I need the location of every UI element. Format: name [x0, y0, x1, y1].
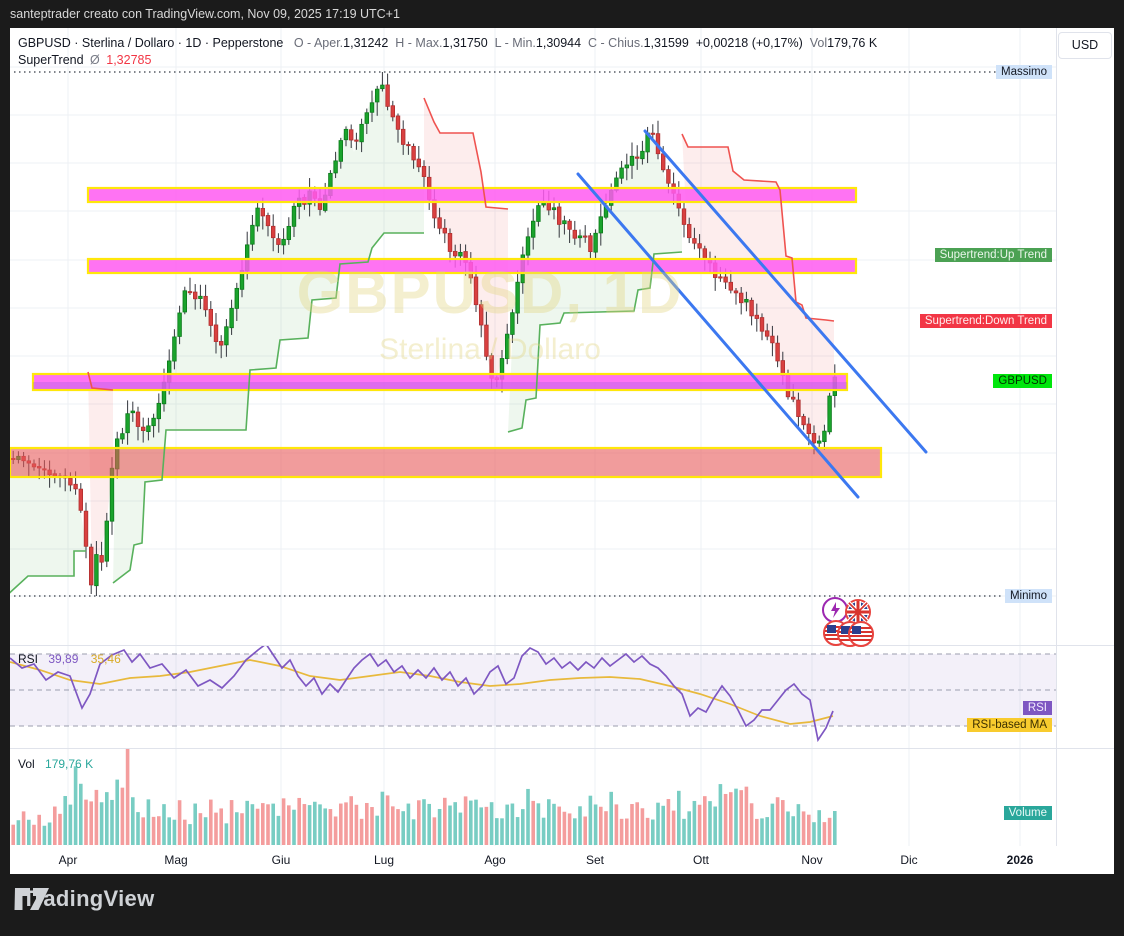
volume-legend-row[interactable]: Vol 179,76 K — [18, 757, 93, 771]
footer-bar: TradingView — [0, 874, 1124, 936]
vol-name: Vol — [18, 757, 35, 771]
rsi-pane-separator[interactable] — [10, 645, 1114, 646]
chart-label-rsi: RSI — [1022, 701, 1052, 715]
chart-label-stup: Supertrend:Up Trend — [934, 248, 1052, 262]
close-label: C - Chius. — [588, 36, 644, 50]
change-value: +0,00218 (+0,17%) — [695, 36, 803, 50]
rsi-value: 39,89 — [48, 652, 79, 666]
volume-value: 179,76 K — [827, 36, 878, 50]
low-value: 1,30944 — [535, 36, 582, 50]
rsi-ma-value: 35,46 — [90, 652, 121, 666]
open-label: O - Aper. — [293, 36, 344, 50]
axis-separator — [1056, 28, 1057, 874]
time-label-ott: Ott — [692, 853, 710, 867]
chart-label-last: GBPUSD — [993, 374, 1052, 388]
main-price-pane[interactable] — [10, 28, 1056, 645]
chart-label-rsima: RSI-based MA — [967, 718, 1052, 732]
high-value: 1,31750 — [442, 36, 488, 50]
supertrend-value: 1,32785 — [106, 53, 152, 67]
volume-pane[interactable] — [10, 748, 1056, 846]
time-label-mag: Mag — [164, 853, 188, 867]
symbol-legend-row[interactable]: GBPUSD · Sterlina / Dollaro · 1D · Peppe… — [18, 36, 877, 50]
currency-toggle-button[interactable]: USD — [1058, 32, 1112, 59]
time-label-set: Set — [585, 853, 605, 867]
tradingview-logo-icon — [14, 888, 49, 910]
time-label-apr: Apr — [58, 853, 78, 867]
chart-label-stdn: Supertrend:Down Trend — [919, 314, 1052, 328]
open-value: 1,31242 — [343, 36, 389, 50]
volume-label: Vol — [809, 36, 828, 50]
chart-label-vol: Volume — [1003, 806, 1052, 820]
time-label-dic: Dic — [900, 853, 918, 867]
chart-label-hilow: Minimo — [1004, 589, 1052, 603]
low-label: L - Min. — [494, 36, 536, 50]
time-label-lug: Lug — [373, 853, 395, 867]
rsi-legend-row[interactable]: RSI 39,89 35,46 — [18, 652, 121, 666]
tradingview-logo[interactable]: TradingView — [14, 886, 155, 912]
time-label-ago: Ago — [484, 853, 506, 867]
economic-event-icon-flag-uk[interactable] — [845, 599, 871, 625]
supertrend-symbol: Ø — [90, 53, 100, 67]
vol-value: 179,76 K — [45, 757, 94, 771]
supertrend-name: SuperTrend — [18, 53, 84, 67]
high-label: H - Max. — [395, 36, 443, 50]
rsi-pane[interactable] — [10, 645, 1056, 748]
supertrend-legend-row[interactable]: SuperTrend Ø 1,32785 — [18, 53, 151, 67]
attribution-text: santeptrader creato con TradingView.com,… — [10, 7, 400, 21]
symbol-title: GBPUSD · Sterlina / Dollaro · 1D · Peppe… — [18, 36, 284, 50]
economic-event-icon-flag-us[interactable] — [848, 621, 874, 647]
time-label-2026: 2026 — [1006, 853, 1034, 867]
time-label-giu: Giu — [271, 853, 291, 867]
time-axis[interactable]: Apr Mag Giu Lug Ago Set Ott Nov Dic 2026 — [10, 846, 1114, 874]
volume-pane-separator[interactable] — [10, 748, 1114, 749]
chart-label-hilow: Massimo — [995, 65, 1052, 79]
rsi-name: RSI — [18, 652, 39, 666]
time-label-nov: Nov — [801, 853, 823, 867]
attribution-bar: santeptrader creato con TradingView.com,… — [0, 0, 1124, 28]
close-value: 1,31599 — [643, 36, 689, 50]
